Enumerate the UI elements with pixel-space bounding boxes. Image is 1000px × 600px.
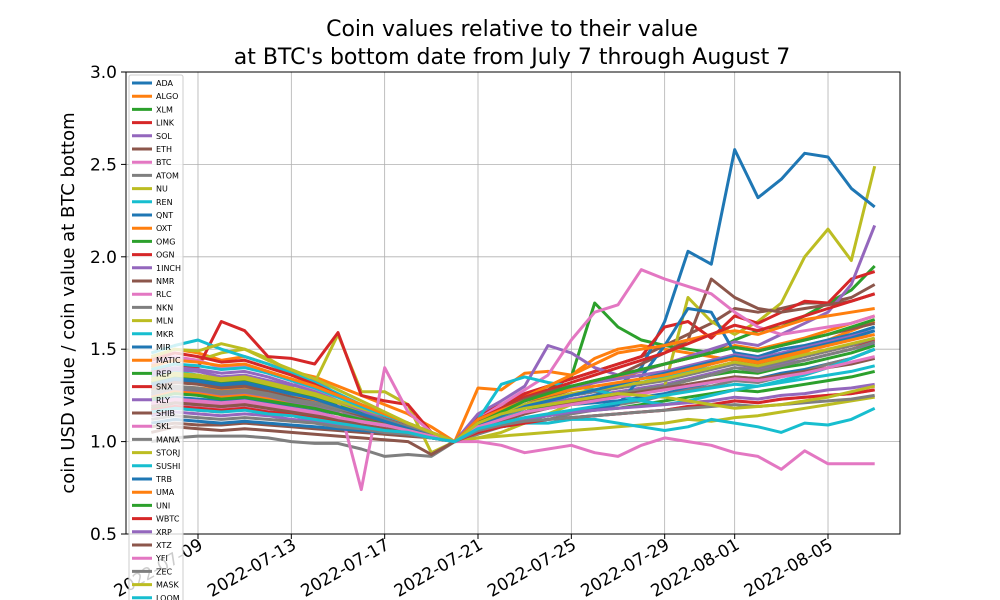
y-tick-label: 1.0 [90,433,117,453]
y-tick-label: 2.5 [90,155,117,175]
legend-label: MASK [156,581,179,590]
series-line-skl [151,399,875,471]
legend-label: WBTC [156,515,180,524]
series-line-loom [151,364,876,444]
legend-label: ATOM [156,171,179,180]
series-line-1inch [150,224,877,444]
legend-label: OXT [156,224,172,233]
legend-label: BTC [156,158,172,167]
legend-label: LOOM [156,594,180,600]
series-line-ogn [150,270,876,444]
legend-label: XLM [156,105,173,114]
x-tick-label: 2022-07-17 [298,535,394,600]
legend-label: SUSHI [156,462,180,471]
legend-label: XRP [156,528,172,537]
series-line-mask [150,342,876,444]
grid-lines [126,71,900,535]
legend-label: ZEC [156,567,173,576]
x-tick-label: 2022-07-25 [484,535,580,600]
y-tick-label: 1.5 [90,340,117,360]
legend-label: STORJ [156,449,180,458]
legend-label: YFI [155,554,168,563]
legend-label: NMR [156,277,175,286]
legend-label: OMG [156,237,175,246]
series-line-storj [150,336,876,444]
legend-label: QNT [156,211,173,220]
x-tick-label: 2022-08-05 [741,535,837,600]
legend-label: RLY [156,396,170,405]
legend-label: ETH [156,145,172,154]
series-line-uni [150,318,876,444]
legend-label: SNX [156,383,173,392]
x-tick-label: 2022-07-13 [204,535,300,600]
plot-frame [125,71,901,535]
legend-label: REP [156,369,172,378]
legend-label: MIR [156,343,171,352]
legend-box [128,74,184,600]
legend-label: TRB [155,475,172,484]
legend-label: OGN [156,251,174,260]
series-line-wbtc [151,388,875,444]
series-lines [150,148,877,492]
y-tick-label: 2.0 [90,248,117,268]
legend-label: UMA [156,488,175,497]
legend-label: NKN [156,303,173,312]
legend-label: MATIC [156,356,181,365]
legend-label: REN [156,198,173,207]
y-axis-label: coin USD value / coin value at BTC botto… [58,112,79,493]
series-line-yfi [151,355,876,444]
legend: ADA ALGO XLM LINK SOL ETH BTC ATOM NU REN QNT OXT OM… [128,74,184,600]
legend-label: UNI [156,501,170,510]
chart-title-line1: Coin values relative to their value [326,17,698,42]
y-tick-label: 3.0 [90,63,117,83]
legend-label: MANA [156,435,180,444]
series-line-snx [150,292,876,444]
x-tick-label: 2022-07-21 [391,535,487,600]
legend-label: 1INCH [156,264,181,273]
series-line-mln [150,373,875,444]
legend-label: MKR [156,330,174,339]
legend-label: SKL [156,422,171,431]
y-tick-label: 0.5 [90,525,117,545]
legend-label: ALGO [156,92,178,101]
legend-label: SOL [156,132,172,141]
legend-label: MLN [156,317,173,326]
legend-label: RLC [156,290,172,299]
legend-label: ADA [156,79,173,88]
series-line-xtz [151,356,876,444]
legend-label: NU [156,185,168,194]
legend-label: LINK [156,119,175,128]
chart-title-line2: at BTC's bottom date from July 7 through… [234,45,791,70]
legend-label: SHIB [156,409,175,418]
legend-label: XTZ [156,541,172,550]
